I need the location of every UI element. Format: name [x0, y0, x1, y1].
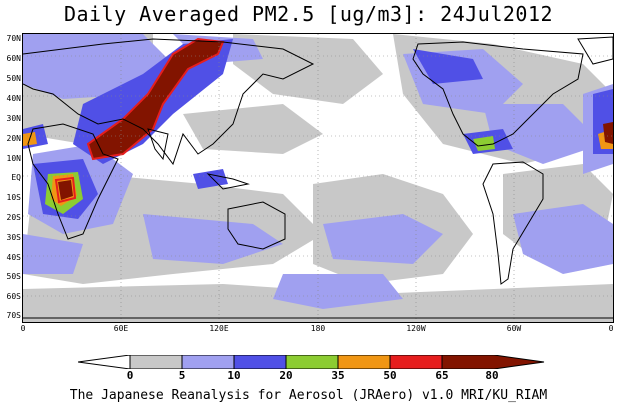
colorbar-cell-5 — [337, 355, 391, 369]
lat-label-60n: 60N — [6, 54, 21, 63]
lat-label-70s: 70S — [6, 311, 21, 320]
graticule — [23, 34, 613, 322]
lon-label-120w: 120W — [406, 324, 426, 333]
lat-label-50s: 50S — [6, 272, 21, 281]
colorbar-cell-1 — [129, 355, 183, 369]
lat-label-20s: 20S — [6, 213, 21, 222]
lat-label-eq: EQ — [11, 173, 21, 182]
lat-label-20n: 20N — [6, 134, 21, 143]
colorbar-cell-3 — [233, 355, 287, 369]
colorbar-label-20: 20 — [279, 369, 293, 382]
colorbar-label-10: 10 — [227, 369, 241, 382]
colorbar-cell-6 — [389, 355, 443, 369]
colorbar-label-50: 50 — [383, 369, 397, 382]
pm25-band-65-80 — [54, 37, 225, 204]
colorbar-cell-7 — [441, 355, 545, 369]
pm25-band-80-plus — [58, 39, 613, 200]
lon-label-0-left: 0 — [20, 324, 26, 333]
lat-label-10n: 10N — [6, 154, 21, 163]
lat-label-60s: 60S — [6, 292, 21, 301]
coastlines — [23, 36, 613, 319]
colorbar-label-80: 80 — [485, 369, 499, 382]
colorbar-label-0: 0 — [126, 369, 134, 382]
lat-label-30s: 30S — [6, 233, 21, 242]
lat-label-40s: 40S — [6, 253, 21, 262]
lon-label-120e: 120E — [209, 324, 229, 333]
lon-label-60w: 60W — [506, 324, 522, 333]
colorbar-cell-2 — [181, 355, 235, 369]
colorbar-label-5: 5 — [178, 369, 186, 382]
colorbar-cell-4 — [285, 355, 339, 369]
lat-label-70n: 70N — [6, 34, 21, 43]
pm25-map — [23, 34, 613, 322]
colorbar — [78, 355, 545, 369]
lat-label-50n: 50N — [6, 74, 21, 83]
lat-label-30n: 30N — [6, 114, 21, 123]
colorbar-label-35: 35 — [331, 369, 345, 382]
lat-label-10s: 10S — [6, 193, 21, 202]
lon-label-180: 180 — [310, 324, 326, 333]
map-title: Daily Averaged PM2.5 [ug/m3]: 24Jul2012 — [63, 2, 554, 26]
lat-label-40n: 40N — [6, 94, 21, 103]
lon-label-0-right: 0 — [608, 324, 614, 333]
colorbar-cell-0 — [78, 355, 131, 369]
colorbar-label-65: 65 — [435, 369, 449, 382]
map-panel — [22, 33, 614, 323]
lon-label-60e: 60E — [113, 324, 129, 333]
footer-credit: The Japanese Reanalysis for Aerosol (JRA… — [69, 388, 548, 403]
